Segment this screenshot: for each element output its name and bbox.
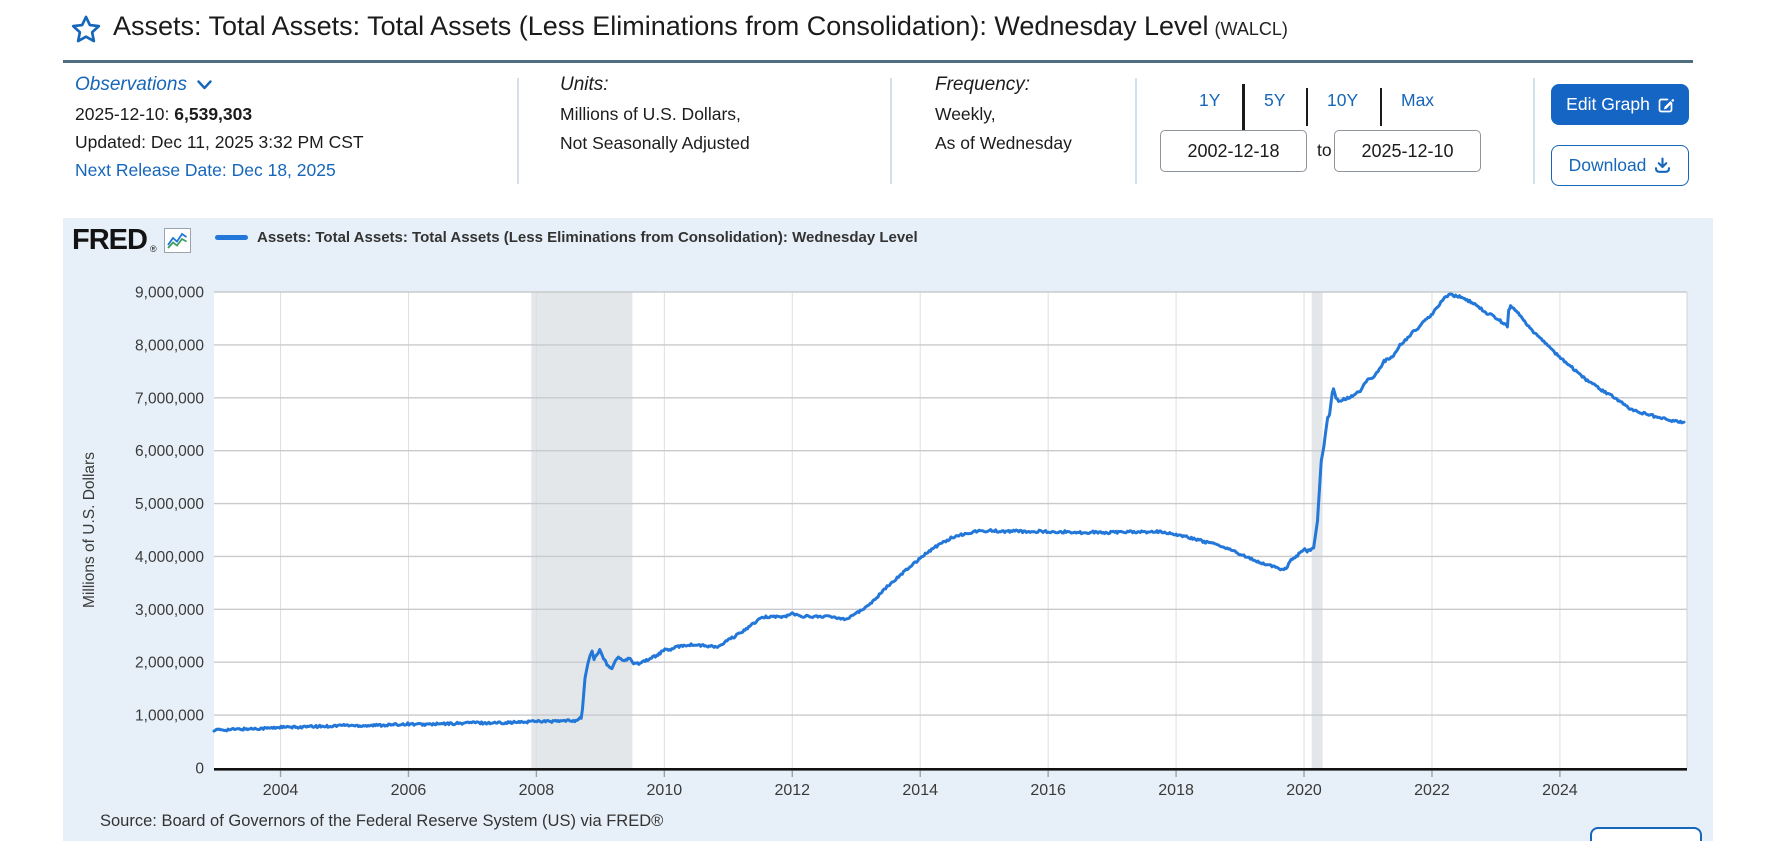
y-axis-title: Millions of U.S. Dollars bbox=[81, 452, 98, 608]
date-to-label: to bbox=[1317, 140, 1332, 160]
edit-graph-button[interactable]: Edit Graph bbox=[1551, 84, 1689, 125]
svg-text:2016: 2016 bbox=[1030, 782, 1066, 799]
download-button[interactable]: Download bbox=[1551, 145, 1689, 186]
legend-label: Assets: Total Assets: Total Assets (Less… bbox=[257, 229, 918, 246]
range-separator-2 bbox=[1306, 88, 1308, 126]
range-1y-link[interactable]: 1Y bbox=[1199, 90, 1221, 110]
observation-date: 2025-12-10: bbox=[75, 104, 170, 124]
x-axis: 2004 2006 2008 2010 2012 2014 2016 2018 2020 2022… bbox=[214, 768, 1687, 799]
svg-text:2020: 2020 bbox=[1286, 782, 1322, 799]
page-title: Assets: Total Assets: Total Assets (Less… bbox=[113, 11, 1288, 42]
edit-graph-label: Edit Graph bbox=[1566, 94, 1650, 114]
svg-text:2022: 2022 bbox=[1414, 782, 1450, 799]
observation-value: 6,539,303 bbox=[174, 104, 253, 124]
meta-divider-2 bbox=[890, 78, 892, 184]
svg-text:5,000,000: 5,000,000 bbox=[135, 496, 204, 513]
meta-divider-3 bbox=[1135, 78, 1137, 184]
frequency-line2: As of Wednesday bbox=[935, 133, 1072, 153]
svg-text:2,000,000: 2,000,000 bbox=[135, 655, 204, 672]
page-header: Assets: Total Assets: Total Assets (Less… bbox=[0, 0, 1770, 62]
svg-text:2006: 2006 bbox=[391, 782, 427, 799]
svg-text:3,000,000: 3,000,000 bbox=[135, 602, 204, 619]
download-icon bbox=[1655, 157, 1671, 173]
range-5y-link[interactable]: 5Y bbox=[1264, 90, 1286, 110]
source-attribution[interactable]: Source: Board of Governors of the Federa… bbox=[100, 812, 664, 830]
svg-text:2008: 2008 bbox=[519, 782, 555, 799]
range-separator-1 bbox=[1242, 84, 1245, 130]
observations-toggle[interactable]: Observations bbox=[75, 74, 213, 96]
series-title-text: Assets: Total Assets: Total Assets (Less… bbox=[113, 11, 1209, 41]
fred-chart-icon bbox=[163, 228, 191, 253]
download-label: Download bbox=[1568, 155, 1647, 175]
svg-text:8,000,000: 8,000,000 bbox=[135, 337, 204, 354]
units-line2: Not Seasonally Adjusted bbox=[560, 133, 750, 153]
favorite-star-icon[interactable] bbox=[70, 14, 102, 46]
series-line bbox=[212, 292, 1686, 733]
partial-cutoff-button[interactable] bbox=[1590, 827, 1702, 841]
chart-container: 2004 2006 2008 2010 2012 2014 2016 2018 2020 2022… bbox=[63, 218, 1713, 841]
latest-observation: 2025-12-10: 6,539,303 bbox=[75, 104, 252, 125]
units-label: Units: bbox=[560, 74, 609, 95]
svg-text:9,000,000: 9,000,000 bbox=[135, 285, 204, 302]
y-axis: 0 1,000,000 2,000,000 3,000,000 4,000,000 5,0… bbox=[81, 285, 204, 778]
meta-divider-1 bbox=[517, 78, 519, 184]
range-separator-3 bbox=[1380, 88, 1382, 126]
svg-text:4,000,000: 4,000,000 bbox=[135, 549, 204, 566]
header-divider bbox=[63, 60, 1693, 63]
date-to-input[interactable]: 2025-12-10 bbox=[1334, 130, 1481, 172]
svg-text:2010: 2010 bbox=[647, 782, 683, 799]
units-line1: Millions of U.S. Dollars, bbox=[560, 104, 741, 124]
fred-registered-mark: ® bbox=[149, 244, 157, 254]
legend-line-swatch bbox=[215, 235, 248, 240]
next-release-link[interactable]: Next Release Date: Dec 18, 2025 bbox=[75, 160, 336, 180]
chart-legend: Assets: Total Assets: Total Assets (Less… bbox=[215, 229, 918, 246]
svg-text:6,000,000: 6,000,000 bbox=[135, 443, 204, 460]
frequency-line1: Weekly, bbox=[935, 104, 996, 124]
series-ticker: (WALCL) bbox=[1214, 19, 1288, 39]
svg-text:2024: 2024 bbox=[1542, 782, 1578, 799]
date-from-input[interactable]: 2002-12-18 bbox=[1160, 130, 1307, 172]
fred-logo[interactable]: FRED ® bbox=[72, 224, 191, 257]
svg-text:2004: 2004 bbox=[263, 782, 299, 799]
range-max-link[interactable]: Max bbox=[1401, 90, 1435, 110]
plot-background bbox=[214, 292, 1687, 768]
edit-pencil-icon bbox=[1658, 98, 1674, 112]
gridlines bbox=[214, 291, 1688, 768]
meta-divider-4 bbox=[1533, 78, 1535, 184]
observations-label[interactable]: Observations bbox=[75, 74, 187, 95]
svg-text:7,000,000: 7,000,000 bbox=[135, 390, 204, 407]
frequency-label: Frequency: bbox=[935, 74, 1031, 95]
chart-plot-area[interactable]: 2004 2006 2008 2010 2012 2014 2016 2018 2020 2022… bbox=[63, 218, 1713, 841]
updated-text: Updated: Dec 11, 2025 3:32 PM CST bbox=[75, 132, 364, 152]
fred-logo-text: FRED bbox=[72, 224, 148, 256]
svg-text:2012: 2012 bbox=[774, 782, 810, 799]
svg-text:2018: 2018 bbox=[1158, 782, 1194, 799]
svg-text:2014: 2014 bbox=[902, 782, 938, 799]
chevron-down-icon bbox=[197, 80, 213, 90]
svg-text:0: 0 bbox=[195, 761, 204, 778]
svg-text:1,000,000: 1,000,000 bbox=[135, 708, 204, 725]
range-10y-link[interactable]: 10Y bbox=[1327, 90, 1359, 110]
